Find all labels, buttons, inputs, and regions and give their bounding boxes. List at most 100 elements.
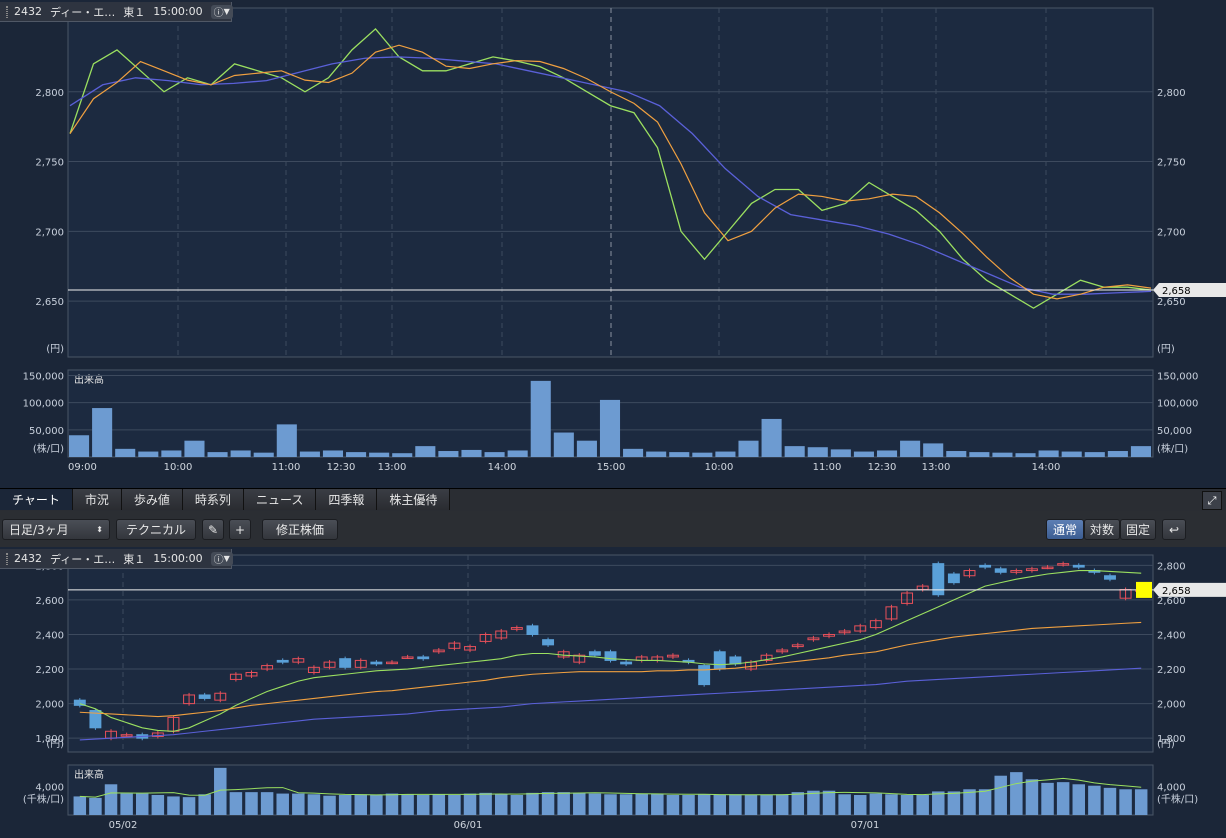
daily-volume-bar [1056, 782, 1070, 815]
intraday-volume-bar [1084, 452, 1105, 457]
adjusted-price-button[interactable]: 修正株価 [262, 519, 338, 540]
tab-timeseries[interactable]: 時系列 [182, 489, 244, 510]
scale-normal-button[interactable]: 通常 [1046, 519, 1084, 540]
candle-body [464, 646, 476, 651]
daily-volume-bar [963, 789, 976, 815]
intraday-volume-bar [946, 451, 967, 457]
intraday-volume-bar [184, 440, 205, 457]
intraday-volume-title: 出来高 [74, 373, 104, 386]
crosshair-icon[interactable]: + [229, 519, 251, 540]
daily-volume-bar [932, 791, 945, 815]
daily-y-tick-right: 2,800 [1157, 561, 1186, 572]
daily-volume-bar [385, 793, 399, 815]
x-tick-label: 12:30 [327, 462, 356, 473]
undo-icon[interactable]: ↩ [1162, 519, 1186, 540]
info-dropdown[interactable]: ⓘ ▼ [210, 4, 233, 19]
candle-body [1057, 563, 1070, 566]
daily-volume-bar [260, 792, 274, 815]
daily-volume-bar [479, 792, 492, 815]
daily-ma-line [79, 570, 1142, 732]
candle-body [89, 710, 102, 729]
current-price-tag [1153, 282, 1226, 297]
info-icon: ⓘ [213, 555, 224, 566]
daily-y-unit-left: (円) [46, 739, 64, 750]
info-dropdown[interactable]: ⓘ ▼ [210, 551, 233, 566]
pencil-icon[interactable]: ✎ [202, 519, 224, 540]
candle-body [339, 658, 352, 668]
expand-icon[interactable]: ⤢ [1202, 491, 1222, 510]
scale-log-button[interactable]: 対数 [1084, 519, 1120, 540]
tab-tick[interactable]: 歩み値 [121, 489, 183, 510]
candle-body [994, 568, 1007, 573]
daily-chart-svg[interactable]: 2,8002,8002,6002,6002,4002,4002,2002,200… [0, 547, 1226, 838]
tab-shikiho[interactable]: 四季報 [316, 489, 378, 510]
daily-x-tick-label: 06/01 [454, 820, 483, 831]
stock-code: 2432 [14, 5, 42, 18]
intraday-volume-bar [853, 451, 874, 457]
technical-button[interactable]: テクニカル [116, 519, 196, 540]
intraday-volume-bar [346, 452, 367, 457]
tab-benefits[interactable]: 株主優待 [377, 489, 451, 510]
intraday-volume-bar [692, 452, 713, 457]
candle-body [229, 673, 242, 680]
daily-volume-tick-left: 4,000 [35, 782, 64, 793]
candle-body [963, 570, 976, 577]
candle-body [776, 649, 789, 653]
candle-body [448, 642, 461, 649]
intraday-header: 2432 ディー・エ… 東１ 15:00:00 ⓘ ▼ [0, 2, 233, 22]
daily-volume-bar [1041, 782, 1054, 815]
x-tick-label: 13:00 [922, 462, 951, 473]
daily-volume-bar [900, 795, 914, 815]
candle-body [791, 644, 804, 648]
daily-volume-bar [541, 792, 555, 815]
daily-volume-bar [791, 792, 805, 815]
drag-handle[interactable] [6, 552, 8, 565]
intraday-volume-bar [623, 448, 644, 457]
candle-body [479, 633, 492, 642]
daily-volume-bar [120, 793, 133, 815]
tab-market[interactable]: 市況 [72, 489, 122, 510]
intraday-volume-bar [923, 443, 944, 457]
intraday-volume-bar [576, 440, 597, 457]
tab-chart[interactable]: チャート [0, 489, 73, 510]
intraday-chart-svg[interactable]: 2,800 2,800 2,750 2,750 2,700 2,700 2,650 2,650… [0, 0, 1226, 488]
scale-fixed-button[interactable]: 固定 [1120, 519, 1156, 540]
x-tick-label: 14:00 [488, 462, 517, 473]
y-tick-label-left: 2,650 [35, 297, 64, 308]
intraday-volume-bar [807, 447, 828, 457]
intraday-volume-bar [92, 408, 113, 457]
intraday-volume-bar [1038, 450, 1059, 457]
candle-body [666, 654, 679, 658]
candle-body [1025, 568, 1038, 572]
daily-volume-bar [1025, 779, 1039, 815]
intraday-chart-panel: 2,800 2,800 2,750 2,750 2,700 2,700 2,650 2,650… [0, 0, 1226, 488]
daily-volume-bar [104, 784, 118, 815]
candle-body [245, 672, 258, 677]
daily-volume-bar [1072, 784, 1086, 815]
daily-volume-bar [135, 793, 149, 815]
intraday-volume-bar [207, 452, 228, 457]
intraday-volume-bar [253, 452, 274, 457]
intraday-volume-bar [230, 450, 251, 457]
daily-volume-bar [1010, 772, 1023, 815]
daily-volume-bar [463, 793, 477, 815]
candle-body [183, 694, 196, 705]
daily-volume-bar [151, 795, 165, 815]
tab-news[interactable]: ニュース [243, 489, 317, 510]
intraday-volume-bar [1130, 446, 1151, 457]
quote-time: 15:00:00 [153, 552, 203, 565]
intraday-volume-bar [900, 440, 921, 457]
intraday-volume-bar [276, 424, 297, 457]
candle-body [1104, 575, 1116, 580]
daily-volume-bar [214, 767, 227, 815]
daily-volume-bar [401, 794, 414, 815]
candle-body [214, 692, 227, 701]
candle-body [573, 654, 586, 663]
period-select[interactable]: 日足/3ヶ月 ⬍ [2, 519, 110, 540]
daily-x-tick-label: 05/02 [109, 820, 138, 831]
candle-body [510, 627, 523, 630]
y-tick-label-right: 2,700 [1157, 227, 1186, 238]
drag-handle[interactable] [6, 5, 8, 18]
daily-volume-bar [1103, 787, 1117, 815]
intraday-volume-bar [299, 451, 320, 457]
